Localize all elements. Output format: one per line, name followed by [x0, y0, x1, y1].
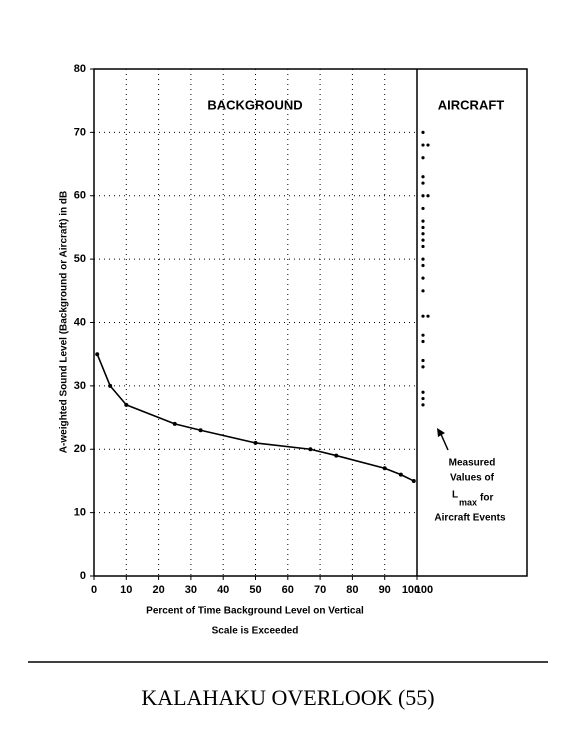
aircraft-point: [421, 206, 425, 211]
x-tick-label: 10: [120, 584, 132, 596]
point: [398, 472, 403, 477]
point: [411, 478, 416, 483]
y-tick-label: 80: [74, 63, 86, 75]
x-tick-label: 30: [185, 584, 197, 596]
aircraft-point: [426, 194, 430, 198]
aircraft-point: [421, 289, 425, 293]
annotation: Aircraft Events: [434, 513, 506, 524]
y-tick-label: 30: [74, 380, 86, 392]
point: [124, 402, 129, 407]
point: [95, 352, 100, 357]
point: [382, 466, 387, 471]
aircraft-point: [421, 403, 425, 407]
aircraft-point: [421, 130, 425, 134]
y-tick-label: 40: [74, 316, 86, 328]
x-axis-label: Scale is Exceeded: [212, 626, 299, 637]
point: [334, 453, 339, 458]
aircraft-point: [421, 339, 425, 344]
aircraft-point: [421, 225, 425, 230]
annotation: max: [459, 497, 477, 507]
point: [198, 428, 203, 433]
aircraft-point: [421, 314, 425, 318]
x-tick-label: 40: [217, 584, 229, 596]
aircraft-point: [421, 232, 425, 236]
aircraft-point: [421, 194, 425, 198]
y-tick-label: 60: [74, 190, 86, 202]
x-tick-label: 80: [346, 584, 358, 596]
y-tick-label: 20: [74, 443, 86, 455]
panel-label: AIRCRAFT: [438, 97, 504, 112]
aircraft-point: [421, 276, 425, 280]
annotation: for: [480, 493, 493, 504]
aircraft-point: [421, 238, 425, 242]
y-tick-label: 70: [74, 126, 86, 138]
aircraft-point: [421, 181, 425, 185]
aircraft-point: [421, 263, 425, 268]
y-tick-label: 0: [80, 570, 86, 582]
aircraft-point: [421, 257, 425, 261]
aircraft-point: [426, 143, 430, 147]
aircraft-point: [421, 365, 425, 369]
point: [108, 383, 113, 388]
y-tick-label: 10: [74, 507, 86, 519]
aircraft-point: [426, 314, 430, 318]
x-tick-label: 100: [415, 584, 433, 596]
x-tick-label: 90: [379, 584, 391, 596]
aircraft-point: [421, 175, 425, 179]
point: [172, 421, 177, 426]
line: [96, 353, 415, 482]
aircraft-point: [421, 156, 425, 160]
point: [308, 447, 313, 452]
annotation: Values of: [450, 473, 495, 484]
aircraft-point: [421, 244, 425, 249]
annotation: L: [452, 490, 458, 501]
aircraft-point: [421, 333, 425, 337]
annotation: Measured: [449, 458, 496, 469]
point: [253, 440, 258, 445]
aircraft-point: [421, 358, 425, 363]
aircraft-point: [421, 219, 425, 223]
arrow-head: [437, 428, 445, 437]
x-tick-label: 0: [91, 584, 97, 596]
x-tick-label: 50: [249, 584, 261, 596]
x-tick-label: 70: [314, 584, 326, 596]
x-tick-label: 100: [402, 584, 420, 596]
aircraft-point: [421, 390, 425, 394]
plot-frame: [93, 68, 528, 577]
y-axis-label: A-weighted Sound Level (Background or Ai…: [59, 191, 70, 453]
x-axis-label: Percent of Time Background Level on Vert…: [146, 606, 364, 617]
chart-title: KALAHAKU OVERLOOK (55): [141, 685, 434, 710]
y-tick-label: 50: [74, 253, 86, 265]
aircraft-point: [421, 396, 425, 401]
x-tick-label: 60: [282, 584, 294, 596]
x-tick-label: 20: [152, 584, 164, 596]
aircraft-point: [421, 143, 425, 147]
